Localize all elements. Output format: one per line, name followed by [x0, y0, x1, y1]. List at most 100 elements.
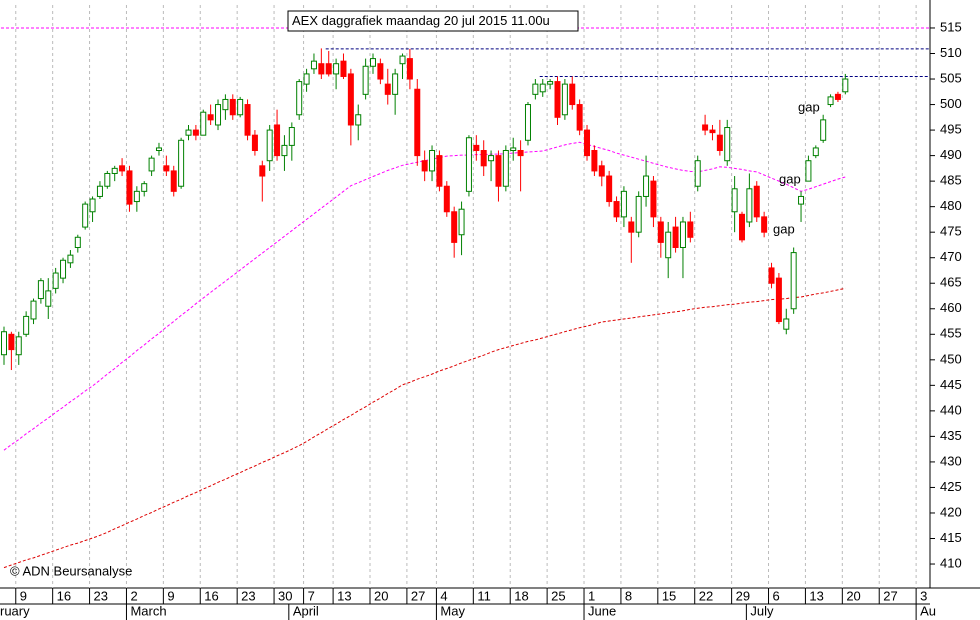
candle-body: [52, 272, 59, 289]
candle-body: [126, 170, 133, 205]
candle-body: [148, 157, 155, 172]
candle-body: [141, 183, 148, 192]
candle-body: [502, 150, 509, 187]
y-tick-label: 485: [940, 173, 962, 188]
y-tick-label: 470: [940, 249, 962, 264]
x-tick-label: 16: [57, 588, 71, 603]
x-tick-label: 8: [625, 588, 632, 603]
candle-body: [598, 165, 605, 177]
candle-body: [554, 81, 561, 118]
credit: © ADN Beursanalyse: [10, 563, 132, 578]
candle-body: [377, 63, 384, 80]
x-tick-label: 23: [94, 588, 108, 603]
x-tick-label: 11: [477, 588, 491, 603]
candle-body: [37, 280, 44, 300]
candle-body: [340, 60, 347, 77]
candle-body: [539, 83, 546, 93]
y-tick-label: 515: [940, 19, 962, 34]
candle-body: [318, 63, 325, 75]
candle-body: [15, 336, 22, 356]
candle-body: [288, 127, 295, 146]
candle-body: [89, 198, 96, 213]
candle-body: [672, 226, 679, 249]
y-tick-label: 410: [940, 555, 962, 570]
x-tick-label: 25: [551, 588, 565, 603]
y-tick-label: 505: [940, 70, 962, 85]
candle-body: [495, 155, 502, 187]
candle-body: [325, 63, 332, 75]
month-label: Au: [920, 603, 936, 618]
candle-body: [67, 254, 74, 264]
x-tick-label: 13: [809, 588, 823, 603]
candle-body: [775, 277, 782, 323]
x-tick-label: 20: [846, 588, 860, 603]
title-box: [287, 10, 579, 32]
candle-body: [613, 201, 620, 218]
y-tick-label: 510: [940, 45, 962, 60]
candle-body: [281, 144, 288, 157]
candle-body: [8, 333, 15, 351]
candle-body: [473, 144, 480, 151]
candle-body: [429, 150, 436, 172]
candle-body: [23, 315, 30, 335]
y-tick-label: 445: [940, 377, 962, 392]
candle-body: [296, 81, 303, 116]
candle-body: [842, 78, 849, 93]
candle-body: [620, 190, 627, 218]
candle-body: [251, 134, 258, 151]
candle-body: [406, 58, 413, 80]
candle-body: [628, 221, 635, 233]
candle-body: [229, 98, 236, 116]
x-tick-label: 4: [440, 588, 447, 603]
candle-body: [192, 129, 199, 136]
x-tick-label: 3: [920, 588, 927, 603]
candle-body: [104, 172, 111, 187]
candle-body: [443, 185, 450, 213]
month-label: ruary: [0, 603, 30, 618]
candle-body: [133, 190, 140, 203]
annotation: gap: [798, 99, 820, 114]
candle-body: [584, 129, 591, 157]
candle-body: [724, 127, 731, 162]
candle-body: [679, 221, 686, 248]
candle-body: [465, 137, 472, 192]
candle-body: [215, 104, 222, 126]
candle-body: [244, 104, 251, 136]
candle-body: [569, 83, 576, 106]
annotation: gap: [773, 221, 795, 236]
y-tick-label: 450: [940, 351, 962, 366]
candle-body: [259, 165, 266, 177]
candle-body: [392, 73, 399, 95]
candle-body: [333, 63, 340, 75]
x-tick-label: 13: [337, 588, 351, 603]
candle-body: [716, 134, 723, 151]
plot-area: [1, 5, 930, 588]
candle-body: [458, 208, 465, 236]
candle-body: [510, 147, 517, 152]
candle-body: [82, 203, 89, 228]
candle-body: [591, 150, 598, 172]
candle-body: [45, 290, 52, 307]
month-label: March: [130, 603, 166, 618]
candle-body: [547, 81, 554, 85]
y-tick-label: 495: [940, 122, 962, 137]
candle-body: [657, 221, 664, 243]
candle-body: [561, 83, 568, 116]
candle-body: [606, 175, 613, 203]
candle-body: [355, 114, 362, 126]
y-tick-label: 435: [940, 428, 962, 443]
month-label: July: [750, 603, 774, 618]
candle-body: [303, 73, 310, 85]
candle-body: [731, 188, 738, 213]
candle-body: [451, 211, 458, 243]
x-tick-label: 16: [204, 588, 218, 603]
x-tick-label: 1: [588, 588, 595, 603]
candle-body: [650, 180, 657, 218]
candle-body: [1, 331, 7, 356]
candle-body: [347, 73, 354, 126]
candle-body: [266, 129, 273, 162]
y-tick-label: 490: [940, 147, 962, 162]
candle-body: [576, 104, 583, 131]
candle-body: [310, 60, 317, 70]
